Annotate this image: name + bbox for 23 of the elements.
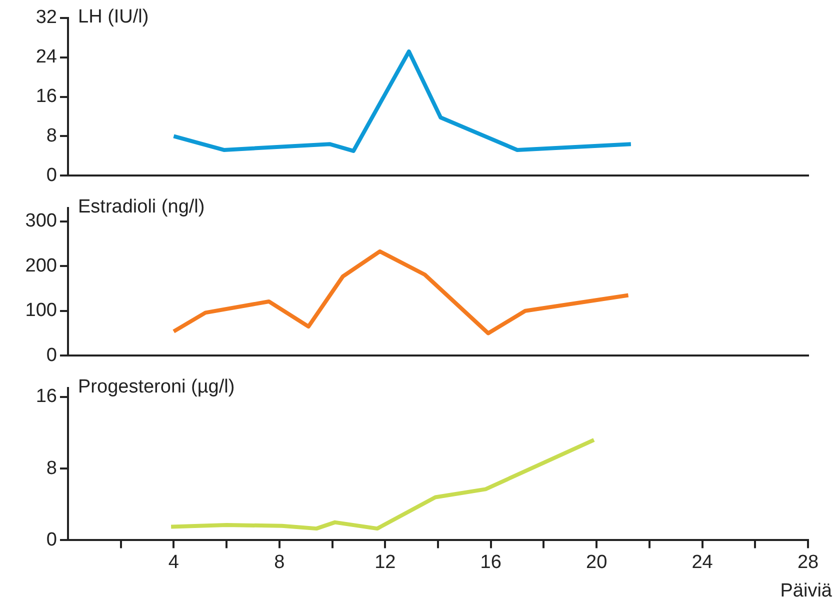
x-axis-title: Päiviä <box>780 580 832 602</box>
y-tick-label: 8 <box>46 458 57 479</box>
chart-title: Estradioli (ng/l) <box>78 196 205 218</box>
chart-title: Progesteroni (µg/l) <box>78 376 235 398</box>
x-tick-label: 24 <box>692 552 714 573</box>
y-tick-label: 8 <box>46 125 57 146</box>
y-tick-label: 300 <box>25 210 57 232</box>
y-tick-label: 0 <box>46 164 57 186</box>
y-tick-label: 24 <box>36 46 58 68</box>
chart-title: LH (IU/l) <box>78 6 149 28</box>
x-tick-label: 8 <box>274 552 285 573</box>
y-tick-label: 16 <box>36 386 57 408</box>
x-tick-label: 4 <box>168 552 180 573</box>
y-tick-label: 100 <box>25 300 57 322</box>
y-tick-label: 32 <box>36 7 57 28</box>
x-tick-label: 16 <box>480 552 502 573</box>
y-tick-label: 0 <box>46 529 57 550</box>
x-tick-label: 20 <box>586 552 608 573</box>
x-tick-label: 28 <box>797 552 819 573</box>
y-tick-label: 0 <box>46 344 57 366</box>
y-tick-label: 200 <box>25 255 57 276</box>
x-tick-label: 12 <box>374 552 396 573</box>
y-tick-label: 16 <box>36 86 57 108</box>
